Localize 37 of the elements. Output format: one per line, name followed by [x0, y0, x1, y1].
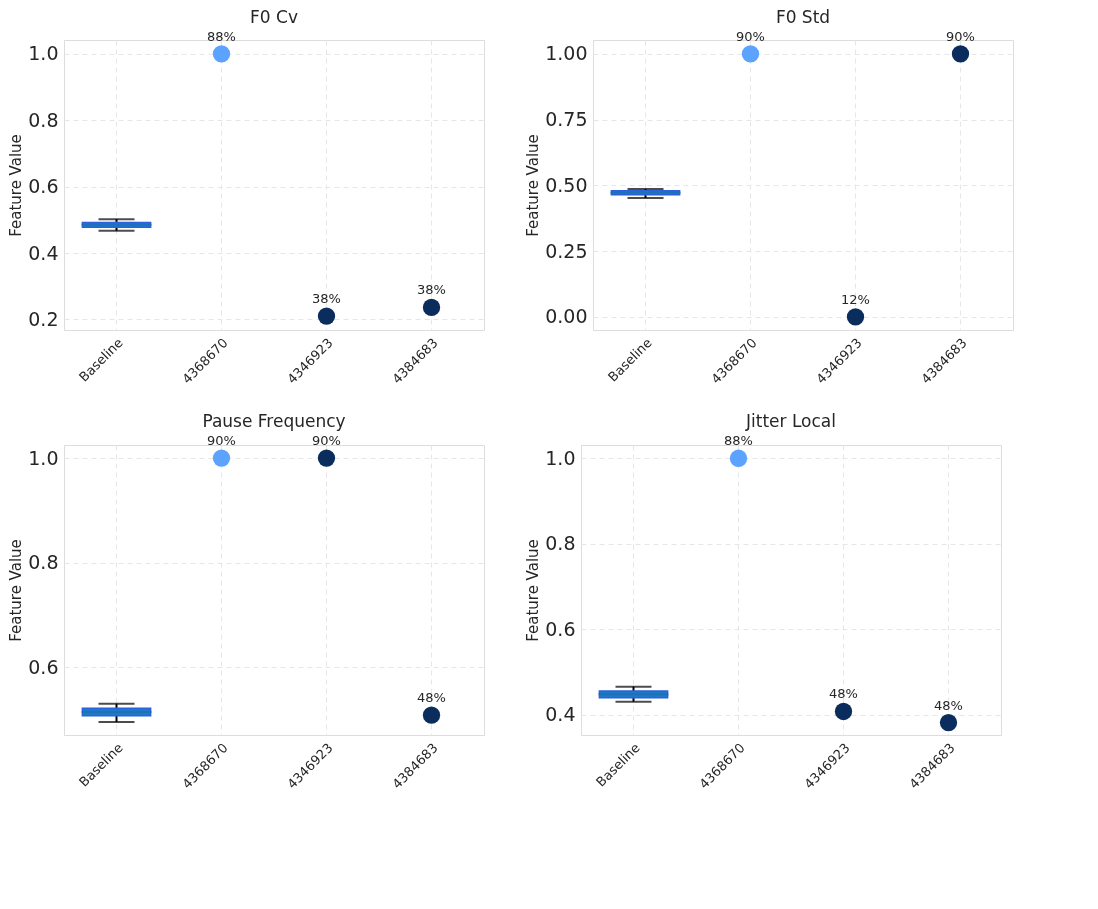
- annotation: 90%: [946, 28, 975, 44]
- annotation: 88%: [207, 28, 236, 44]
- annotation: 88%: [724, 433, 753, 449]
- y-tick-label: 0.00: [545, 305, 588, 328]
- annotation: 48%: [829, 686, 858, 702]
- y-tick-label: 0.4: [545, 703, 576, 726]
- annotation: 90%: [312, 433, 341, 449]
- y-tick-label: 0.8: [28, 108, 59, 131]
- y-tick-label: 0.8: [545, 532, 576, 555]
- y-tick-label: 0.25: [545, 239, 588, 262]
- annotation: 90%: [207, 433, 236, 449]
- y-tick-label: 0.50: [545, 173, 588, 196]
- y-axis-title: Feature Value: [524, 539, 543, 642]
- y-tick-label: 0.8: [28, 551, 59, 574]
- chart-title: F0 Std: [775, 6, 831, 27]
- y-tick-label: 0.2: [28, 307, 59, 330]
- y-tick-label: 1.00: [545, 42, 588, 65]
- y-tick-label: 1.0: [28, 446, 59, 469]
- y-axis-title: Feature Value: [7, 134, 26, 237]
- y-tick-label: 1.0: [545, 446, 576, 469]
- annotation: 48%: [934, 697, 963, 713]
- y-tick-label: 0.4: [28, 241, 59, 264]
- annotation: 38%: [417, 282, 446, 298]
- annotation: 48%: [417, 690, 446, 706]
- y-tick-label: 1.0: [28, 42, 59, 65]
- annotation: 90%: [736, 28, 765, 44]
- annotation: 38%: [312, 291, 341, 307]
- chart-title: Pause Frequency: [202, 411, 346, 432]
- y-axis-title: Feature Value: [524, 134, 543, 237]
- y-tick-label: 0.6: [545, 617, 576, 640]
- chart-title: Jitter Local: [745, 411, 836, 432]
- chart-title: F0 Cv: [250, 6, 298, 27]
- y-tick-label: 0.6: [28, 655, 59, 678]
- y-axis-title: Feature Value: [7, 539, 26, 642]
- y-tick-label: 0.75: [545, 108, 588, 131]
- y-tick-label: 0.6: [28, 175, 59, 198]
- annotation: 12%: [841, 291, 870, 307]
